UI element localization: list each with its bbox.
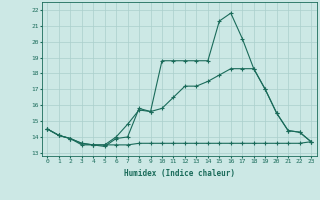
X-axis label: Humidex (Indice chaleur): Humidex (Indice chaleur) (124, 169, 235, 178)
